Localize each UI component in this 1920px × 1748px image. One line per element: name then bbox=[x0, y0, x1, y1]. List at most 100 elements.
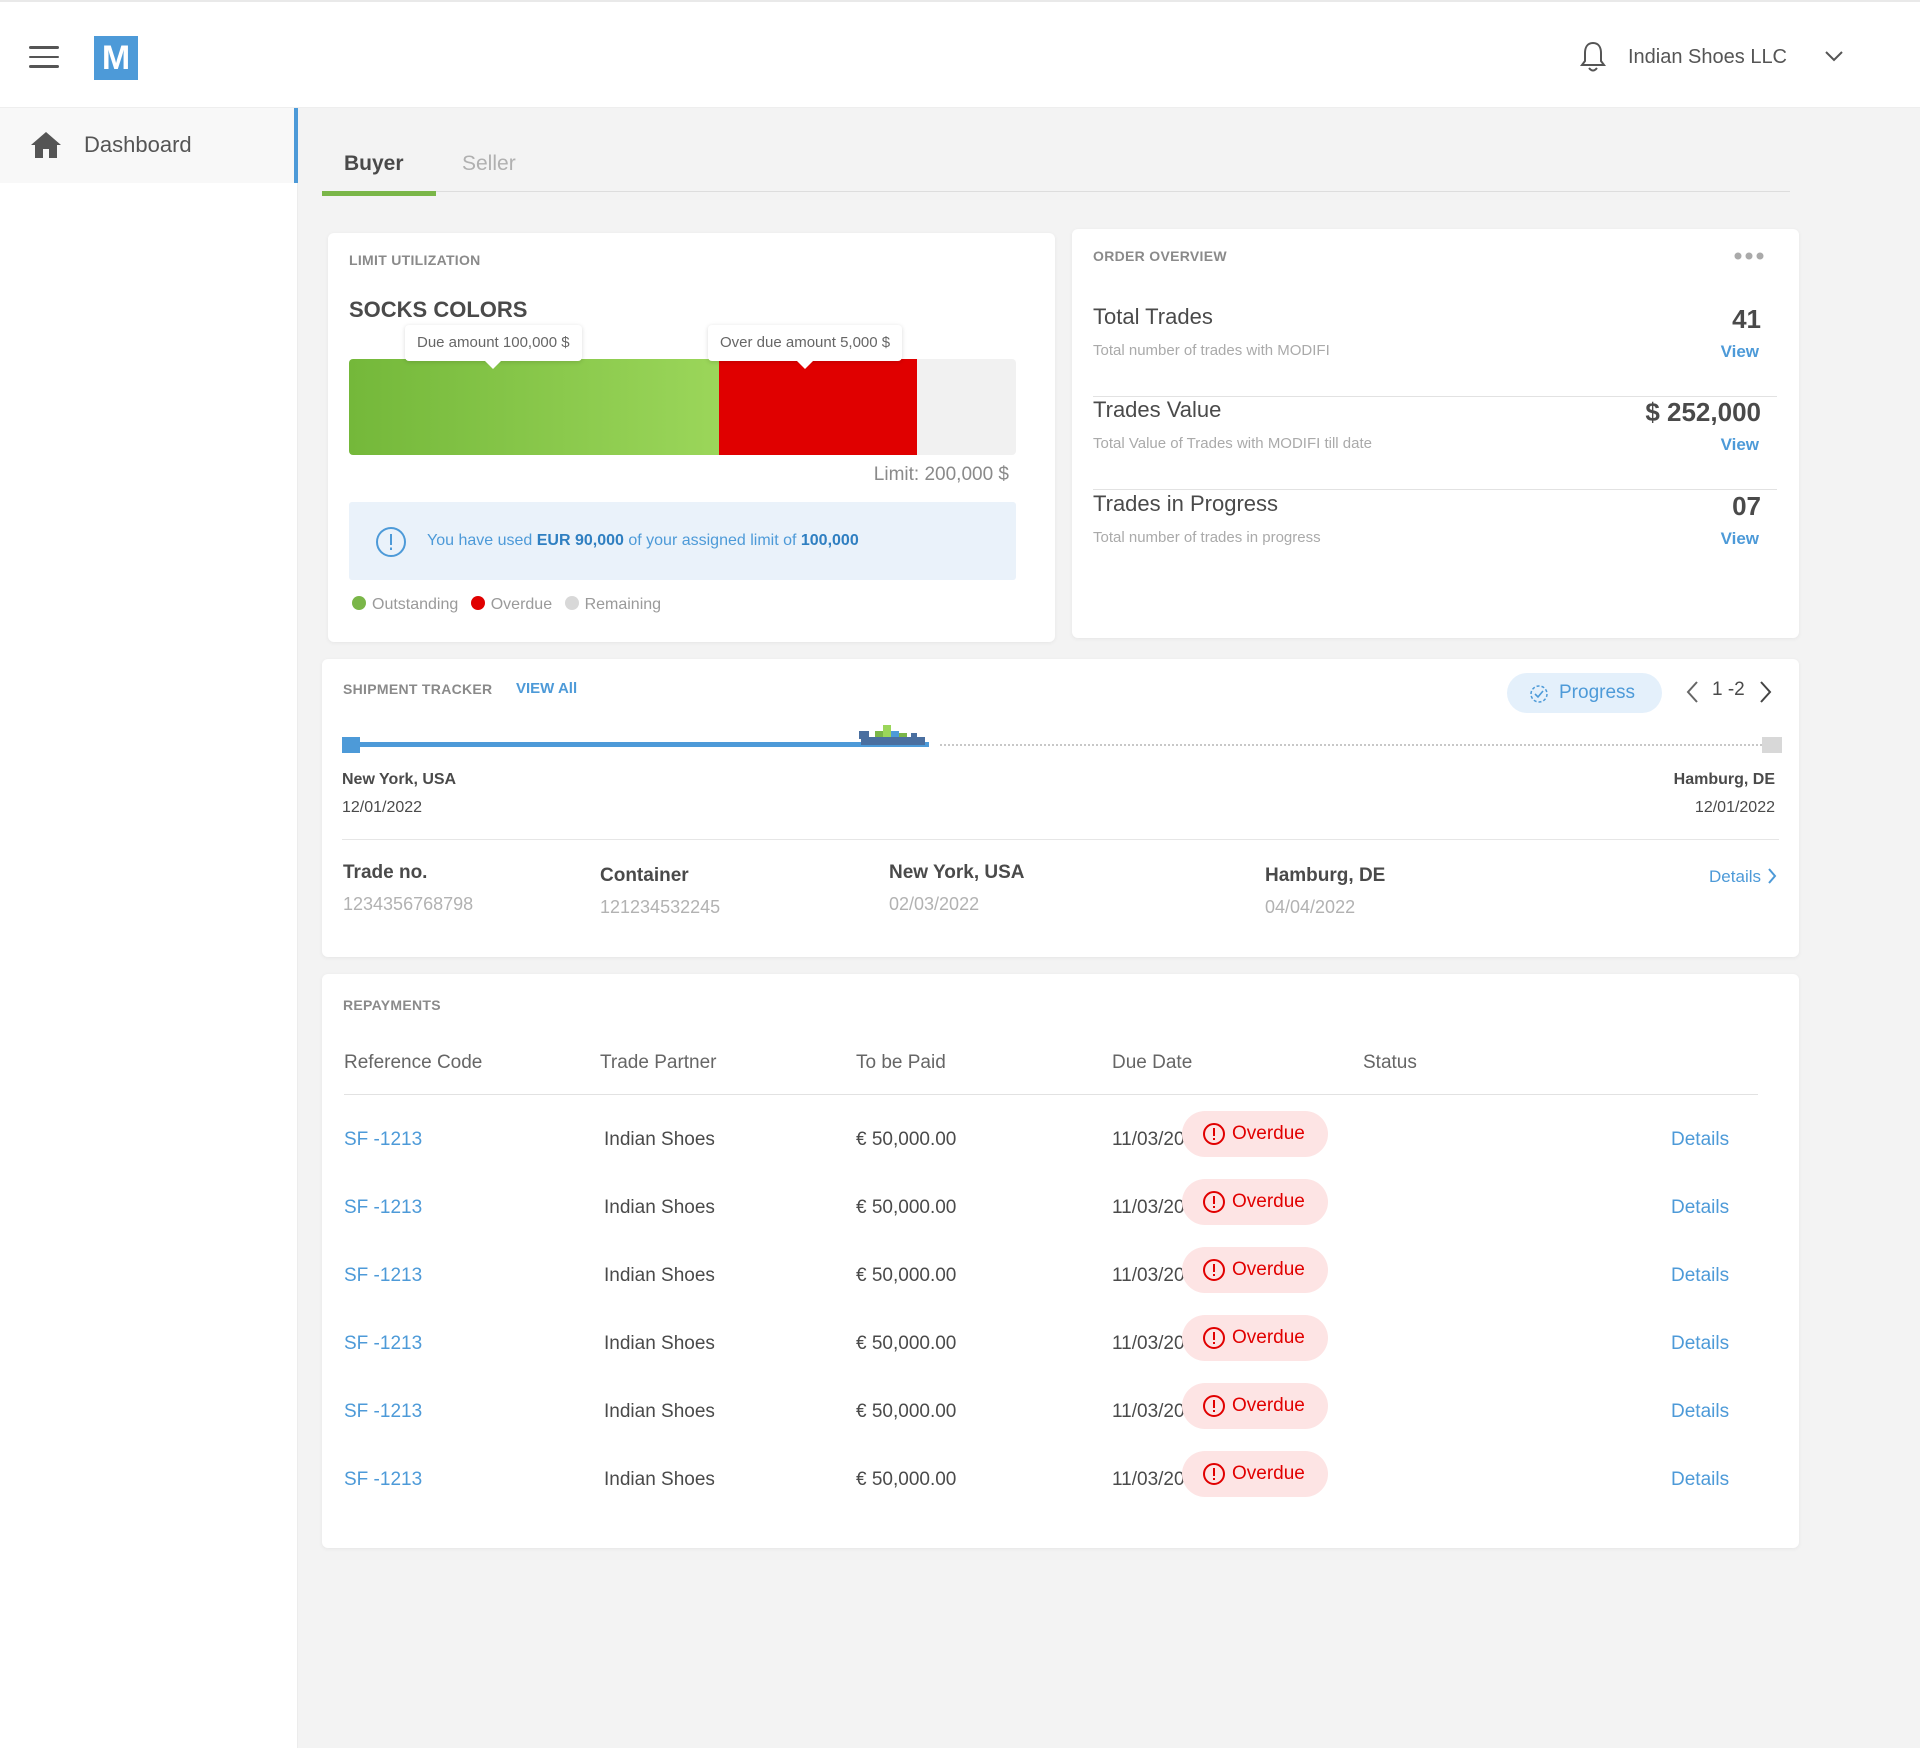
trade-partner: Indian Shoes bbox=[604, 1197, 715, 1218]
outstanding-segment[interactable] bbox=[349, 359, 719, 455]
trade-partner: Indian Shoes bbox=[604, 1401, 715, 1422]
details-link[interactable]: Details bbox=[1671, 1197, 1730, 1218]
active-tab-indicator bbox=[322, 191, 436, 196]
view-link[interactable]: View bbox=[1720, 435, 1759, 454]
origin-city: New York, USA bbox=[342, 771, 457, 788]
column-header[interactable]: Status bbox=[1363, 1052, 1417, 1073]
view-link[interactable]: View bbox=[1720, 529, 1759, 548]
card-title: LIMIT UTILIZATION bbox=[349, 252, 481, 268]
destination-city: Hamburg, DE bbox=[1673, 771, 1775, 788]
legend-outstanding: Outstanding bbox=[352, 596, 458, 614]
amount-to-pay: € 50,000.00 bbox=[856, 1197, 957, 1218]
progress-button[interactable]: Progress bbox=[1507, 673, 1662, 713]
trade-partner: Indian Shoes bbox=[604, 1265, 715, 1286]
table-header: Reference Code Trade Partner To be Paid … bbox=[344, 1052, 1758, 1095]
limit-utilization-card: LIMIT UTILIZATION SOCKS COLORS Due amoun… bbox=[328, 233, 1055, 642]
chevron-right-icon bbox=[1768, 868, 1777, 884]
departure-field: New York, USA 02/03/2022 bbox=[889, 862, 1025, 914]
alert-icon bbox=[1203, 1395, 1225, 1417]
divider bbox=[342, 839, 1779, 840]
trade-partner: Indian Shoes bbox=[604, 1129, 715, 1150]
chevron-left-icon[interactable] bbox=[1684, 679, 1702, 705]
shipment-details-link[interactable]: Details bbox=[1709, 867, 1777, 887]
repayments-card: REPAYMENTS Reference Code Trade Partner … bbox=[322, 974, 1799, 1548]
order-overview-card: ORDER OVERVIEW Total Trades Total number… bbox=[1072, 229, 1799, 638]
column-header[interactable]: Trade Partner bbox=[600, 1052, 717, 1073]
trade-partner: Indian Shoes bbox=[604, 1469, 715, 1490]
route-progress bbox=[350, 742, 929, 747]
card-title: REPAYMENTS bbox=[343, 997, 441, 1013]
tab-seller[interactable]: Seller bbox=[462, 152, 516, 175]
reference-code-link[interactable]: SF -1213 bbox=[344, 1401, 423, 1422]
status-badge: Overdue bbox=[1182, 1179, 1328, 1225]
limit-label: Limit: 200,000 $ bbox=[873, 464, 1009, 485]
alert-icon bbox=[1203, 1463, 1225, 1485]
reference-code-link[interactable]: SF -1213 bbox=[344, 1469, 423, 1490]
status-badge: Overdue bbox=[1182, 1383, 1328, 1429]
table-row: SF -1213 Indian Shoes € 50,000.00 11/03/202… bbox=[344, 1179, 1758, 1239]
arrival-field: Hamburg, DE 04/04/2022 bbox=[1265, 865, 1386, 917]
sidebar-item-dashboard[interactable]: Dashboard bbox=[0, 108, 298, 183]
status-badge: Overdue bbox=[1182, 1247, 1328, 1293]
info-icon bbox=[376, 527, 406, 557]
details-link[interactable]: Details bbox=[1671, 1129, 1730, 1150]
sidebar-item-label: Dashboard bbox=[84, 132, 192, 157]
app-logo[interactable]: M bbox=[94, 36, 138, 80]
limit-bar bbox=[349, 359, 1016, 455]
column-header[interactable]: To be Paid bbox=[856, 1052, 946, 1073]
details-link[interactable]: Details bbox=[1671, 1401, 1730, 1422]
legend-remaining: Remaining bbox=[564, 596, 661, 614]
column-header[interactable]: Reference Code bbox=[344, 1052, 483, 1073]
details-link[interactable]: Details bbox=[1671, 1265, 1730, 1286]
status-badge: Overdue bbox=[1182, 1111, 1328, 1157]
usage-info-text: You have used EUR 90,000 of your assigne… bbox=[427, 532, 859, 549]
status-badge: Overdue bbox=[1182, 1315, 1328, 1361]
amount-to-pay: € 50,000.00 bbox=[856, 1265, 957, 1286]
column-header[interactable]: Due Date bbox=[1112, 1052, 1193, 1073]
view-all-link[interactable]: VIEW All bbox=[516, 680, 578, 697]
table-row: SF -1213 Indian Shoes € 50,000.00 11/03/202… bbox=[344, 1247, 1758, 1307]
card-title: SHIPMENT TRACKER bbox=[343, 681, 493, 697]
order-value: 41 bbox=[1732, 304, 1761, 334]
destination-date: 12/01/2022 bbox=[1694, 799, 1775, 816]
shipment-tracker-card: SHIPMENT TRACKER VIEW All Progress 1 -2 … bbox=[322, 659, 1799, 957]
order-value: 07 bbox=[1732, 491, 1761, 521]
container-field: Container 121234532245 bbox=[600, 865, 721, 917]
due-amount-tooltip: Due amount 100,000 $ bbox=[405, 325, 582, 369]
legend-overdue: Overdue bbox=[470, 596, 552, 614]
order-row-total-trades: Total Trades Total number of trades with… bbox=[1093, 304, 1777, 397]
table-row: SF -1213 Indian Shoes € 50,000.00 11/03/202… bbox=[344, 1383, 1758, 1443]
overdue-amount-tooltip: Over due amount 5,000 $ bbox=[708, 325, 903, 369]
reference-code-link[interactable]: SF -1213 bbox=[344, 1333, 423, 1354]
card-title: ORDER OVERVIEW bbox=[1093, 248, 1227, 264]
alert-icon bbox=[1203, 1191, 1225, 1213]
amount-to-pay: € 50,000.00 bbox=[856, 1333, 957, 1354]
ship-icon bbox=[859, 725, 925, 745]
company-name[interactable]: Indian Shoes LLC bbox=[1628, 46, 1788, 68]
limit-subtitle: SOCKS COLORS bbox=[349, 297, 528, 322]
sidebar: Dashboard bbox=[0, 108, 298, 1748]
menu-icon[interactable] bbox=[29, 46, 59, 68]
reference-code-link[interactable]: SF -1213 bbox=[344, 1129, 423, 1150]
bell-icon[interactable] bbox=[1578, 40, 1608, 74]
alert-icon bbox=[1203, 1123, 1225, 1145]
details-link[interactable]: Details bbox=[1671, 1469, 1730, 1490]
chevron-down-icon[interactable] bbox=[1822, 44, 1846, 68]
details-link[interactable]: Details bbox=[1671, 1333, 1730, 1354]
tab-buyer[interactable]: Buyer bbox=[344, 152, 404, 175]
origin-date: 12/01/2022 bbox=[342, 799, 423, 816]
more-options-icon[interactable] bbox=[1733, 251, 1765, 261]
trade-no-field: Trade no. 1234356768798 bbox=[343, 862, 474, 914]
table-row: SF -1213 Indian Shoes € 50,000.00 11/03/202… bbox=[344, 1111, 1758, 1171]
route-start-marker bbox=[342, 737, 360, 753]
overdue-segment[interactable] bbox=[719, 359, 917, 455]
alert-icon bbox=[1203, 1259, 1225, 1281]
reference-code-link[interactable]: SF -1213 bbox=[344, 1197, 423, 1218]
status-badge: Overdue bbox=[1182, 1451, 1328, 1497]
chevron-right-icon[interactable] bbox=[1756, 679, 1774, 705]
route-end-marker bbox=[1762, 737, 1782, 753]
view-link[interactable]: View bbox=[1720, 342, 1759, 361]
order-value: $ 252,000 bbox=[1645, 397, 1761, 427]
reference-code-link[interactable]: SF -1213 bbox=[344, 1265, 423, 1286]
usage-info-box: You have used EUR 90,000 of your assigne… bbox=[349, 502, 1016, 580]
